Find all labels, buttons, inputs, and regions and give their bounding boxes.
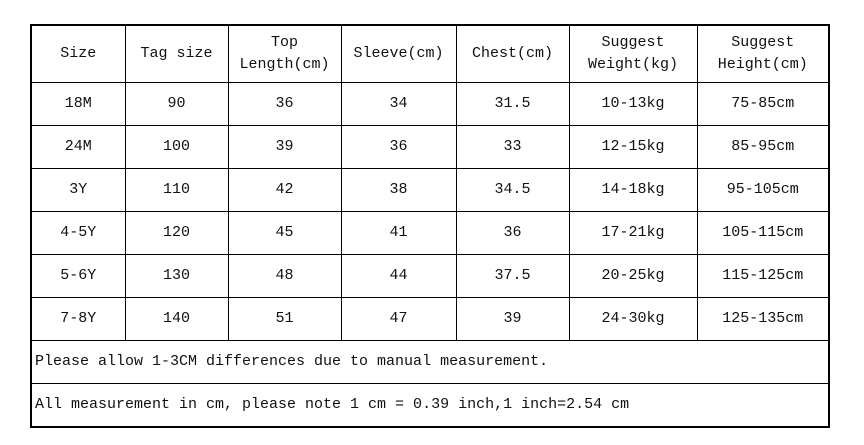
note-row: Please allow 1-3CM differences due to ma…	[30, 340, 830, 384]
data-cell: 75-85cm	[696, 82, 830, 126]
data-cell: 95-105cm	[696, 168, 830, 212]
data-cell: 125-135cm	[696, 297, 830, 341]
data-cell: 39	[455, 297, 570, 341]
data-cell: 33	[455, 125, 570, 169]
data-cell: 36	[340, 125, 457, 169]
data-cell: 44	[340, 254, 457, 298]
data-cell: 39	[227, 125, 342, 169]
size-table: Size Tag size Top Length(cm) Sleeve(cm) Chest…	[30, 24, 830, 428]
data-cell: 31.5	[455, 82, 570, 126]
data-cell: 10-13kg	[568, 82, 698, 126]
data-cell: 37.5	[455, 254, 570, 298]
header-cell: Suggest Weight(kg)	[568, 24, 698, 83]
data-cell: 14-18kg	[568, 168, 698, 212]
header-cell: Size	[30, 24, 126, 83]
data-row: 24M 100 39 36 33 12-15kg 85-95cm	[30, 125, 830, 169]
header-line: Height(cm)	[717, 56, 808, 73]
data-cell: 24-30kg	[568, 297, 698, 341]
header-line: Top	[270, 34, 298, 51]
data-cell: 51	[227, 297, 342, 341]
data-cell: 120	[124, 211, 229, 255]
data-cell: 105-115cm	[696, 211, 830, 255]
header-line: Tag size	[140, 45, 213, 62]
header-cell: Chest(cm)	[455, 24, 570, 83]
data-cell: 48	[227, 254, 342, 298]
header-line: Sleeve(cm)	[353, 45, 444, 62]
data-cell: 12-15kg	[568, 125, 698, 169]
data-cell: 24M	[30, 125, 126, 169]
data-cell: 36	[455, 211, 570, 255]
data-row: 5-6Y 130 48 44 37.5 20-25kg 115-125cm	[30, 254, 830, 298]
data-cell: 36	[227, 82, 342, 126]
data-cell: 34.5	[455, 168, 570, 212]
header-row: Size Tag size Top Length(cm) Sleeve(cm) Chest…	[30, 24, 830, 83]
data-cell: 90	[124, 82, 229, 126]
data-cell: 20-25kg	[568, 254, 698, 298]
data-row: 7-8Y 140 51 47 39 24-30kg 125-135cm	[30, 297, 830, 341]
data-cell: 130	[124, 254, 229, 298]
data-cell: 38	[340, 168, 457, 212]
data-cell: 110	[124, 168, 229, 212]
data-cell: 5-6Y	[30, 254, 126, 298]
data-cell: 17-21kg	[568, 211, 698, 255]
header-cell: Suggest Height(cm)	[696, 24, 830, 83]
data-cell: 45	[227, 211, 342, 255]
note-row: All measurement in cm, please note 1 cm …	[30, 383, 830, 428]
header-line: Size	[60, 45, 97, 62]
table-body: Size Tag size Top Length(cm) Sleeve(cm) Chest…	[30, 24, 830, 428]
data-cell: 47	[340, 297, 457, 341]
header-line: Weight(kg)	[587, 56, 678, 73]
data-cell: 4-5Y	[30, 211, 126, 255]
data-cell: 85-95cm	[696, 125, 830, 169]
data-cell: 140	[124, 297, 229, 341]
data-cell: 7-8Y	[30, 297, 126, 341]
data-row: 18M 90 36 34 31.5 10-13kg 75-85cm	[30, 82, 830, 126]
data-row: 4-5Y 120 45 41 36 17-21kg 105-115cm	[30, 211, 830, 255]
header-cell: Top Length(cm)	[227, 24, 342, 83]
header-cell: Sleeve(cm)	[340, 24, 457, 83]
data-row: 3Y 110 42 38 34.5 14-18kg 95-105cm	[30, 168, 830, 212]
header-line: Suggest	[601, 34, 665, 51]
data-cell: 42	[227, 168, 342, 212]
note-cell: All measurement in cm, please note 1 cm …	[30, 383, 830, 428]
data-cell: 100	[124, 125, 229, 169]
header-line: Length(cm)	[239, 56, 330, 73]
header-line: Suggest	[731, 34, 795, 51]
data-cell: 18M	[30, 82, 126, 126]
header-line: Chest(cm)	[471, 45, 553, 62]
header-cell: Tag size	[124, 24, 229, 83]
note-cell: Please allow 1-3CM differences due to ma…	[30, 340, 830, 384]
data-cell: 3Y	[30, 168, 126, 212]
data-cell: 41	[340, 211, 457, 255]
data-cell: 115-125cm	[696, 254, 830, 298]
data-cell: 34	[340, 82, 457, 126]
